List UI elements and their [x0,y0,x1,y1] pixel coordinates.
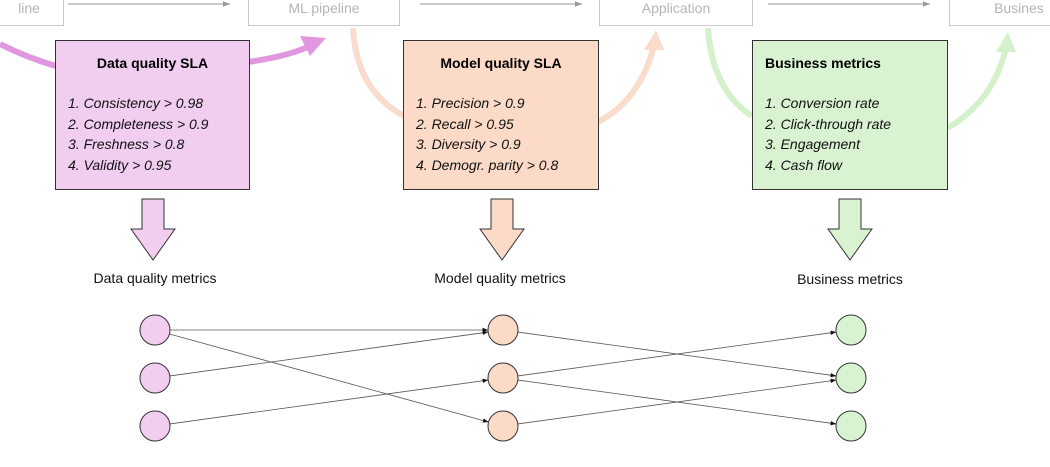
pipeline-box-data: line [0,0,64,26]
model-quality-sla-box: Model quality SLA 1. Precision > 0.9 2. … [403,40,599,190]
graph-nodes [139,314,867,442]
down-arrows [130,198,873,261]
business-metrics-label: Business metrics [797,271,903,287]
business-metric-node [835,410,867,442]
business-metric-node [835,362,867,394]
pipeline-label-application: Application [641,0,711,16]
pipeline-box-business: Busines [949,0,1050,26]
sla-item: 4. Validity > 0.95 [68,156,172,173]
data-quality-metrics-label: Data quality metrics [93,270,217,286]
graph-edges [169,327,837,426]
model-quality-sla-title: Model quality SLA [440,55,562,71]
sla-item: 4. Cash flow [765,156,843,173]
data-to-model-edge [169,378,489,425]
pipeline-label-data: line [18,0,40,16]
sla-item: 3. Diversity > 0.9 [416,136,521,152]
data-metric-node [139,410,171,442]
sla-item: 2. Click-through rate [765,115,892,132]
data-arc-arrowhead [300,36,326,56]
model-metric-node [487,362,519,394]
sla-item: 3. Engagement [765,136,860,152]
business-metrics-list: 1. Conversion rate 2. Click-through rate… [765,93,935,175]
model-metric-node [487,314,519,346]
data-quality-sla-title: Data quality SLA [96,55,209,71]
pipeline-label-ml: ML pipeline [288,0,360,16]
model-arc-left [350,27,406,119]
data-quality-sla-list: 1. Consistency > 0.98 2. Completeness > … [68,93,237,175]
data-quality-sla-box: Data quality SLA 1. Consistency > 0.98 2… [55,40,250,190]
data-down-arrow [130,198,176,261]
pipeline-box-ml: ML pipeline [248,0,400,26]
model-metric-node [487,410,519,442]
sla-item: 1. Conversion rate [765,95,880,111]
business-arc-right [946,47,1009,131]
data-to-model-edge [169,333,489,423]
pipeline-box-application: Application [599,0,753,26]
data-to-model-edge [169,330,489,377]
data-metric-node [139,362,171,394]
data-arc-left [0,41,57,69]
business-arc-arrowhead [996,32,1016,52]
model-arc-right [596,45,657,125]
sla-item: 1. Precision > 0.9 [416,95,525,111]
model-to-business-edge [517,330,837,377]
sla-item: 4. Demogr. parity > 0.8 [416,156,559,173]
business-arc-left [705,27,754,119]
model-to-business-edge [517,378,837,425]
sla-item: 3. Freshness > 0.8 [68,136,185,152]
data-arc-right [247,42,314,65]
model-quality-metrics-label: Model quality metrics [434,270,566,286]
model-down-arrow [479,198,525,261]
sla-item: 1. Consistency > 0.98 [68,95,204,111]
data-metric-node [139,314,171,346]
business-metrics-title: Business metrics [765,55,881,71]
flow-arcs [0,27,1016,131]
business-metric-node [835,314,867,346]
model-quality-sla-list: 1. Precision > 0.9 2. Recall > 0.95 3. D… [416,93,586,175]
business-down-arrow [827,198,873,261]
pipeline-label-business: Busines [994,0,1044,16]
sla-item: 2. Completeness > 0.9 [68,115,209,132]
model-arc-arrowhead [644,30,664,50]
sla-item: 2. Recall > 0.95 [416,115,514,132]
business-metrics-box: Business metrics 1. Conversion rate 2. C… [752,40,948,190]
